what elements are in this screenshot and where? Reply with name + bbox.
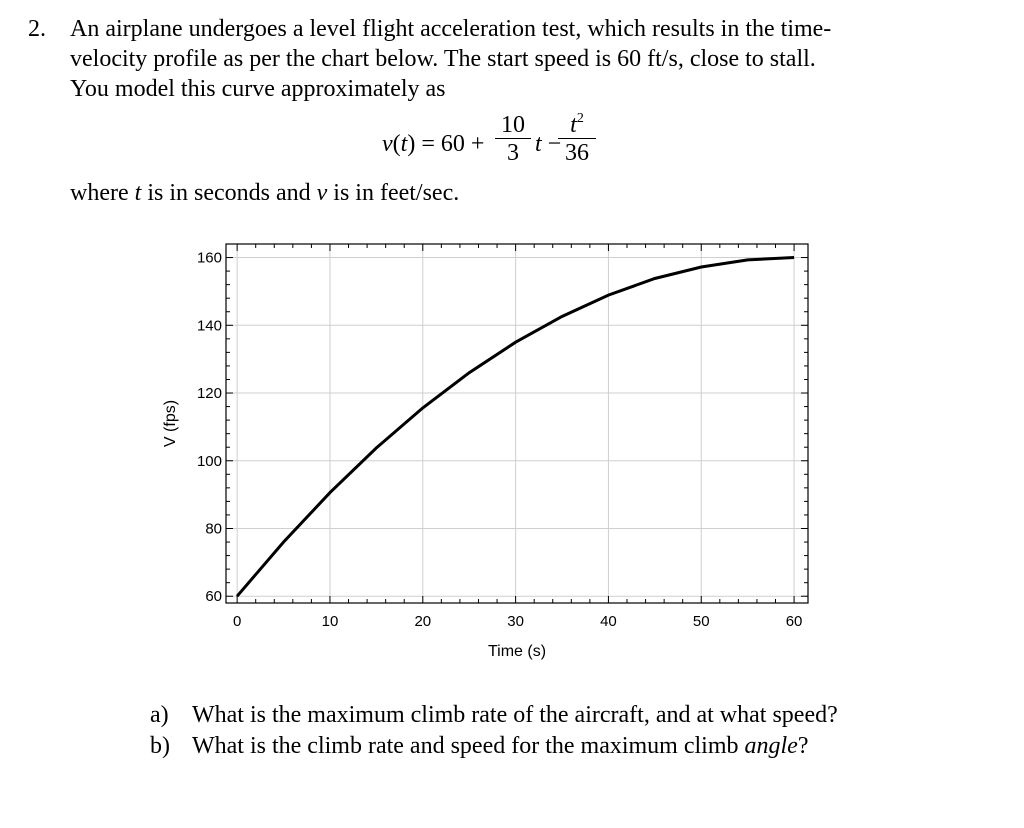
x-tick-label: 40 xyxy=(600,613,617,630)
question-a-label: a) xyxy=(150,702,169,728)
problem-number: 2. xyxy=(28,16,46,42)
x-tick-label: 60 xyxy=(786,613,803,630)
y-tick-label: 140 xyxy=(197,317,222,334)
y-tick-label: 80 xyxy=(205,520,222,537)
equation-middle-term: t − xyxy=(535,131,562,157)
question-b-emphasis: angle xyxy=(744,733,798,759)
x-axis-label: Time (s) xyxy=(488,643,546,660)
x-tick-label: 20 xyxy=(414,613,431,630)
velocity-curve xyxy=(235,256,795,598)
question-a-text: What is the maximum climb rate of the ai… xyxy=(192,702,838,728)
x-tick-label: 30 xyxy=(507,613,524,630)
chart-ticks xyxy=(226,244,808,603)
y-tick-label: 100 xyxy=(197,453,222,470)
variable-definition: where t is in seconds and v is in feet/s… xyxy=(70,180,460,206)
question-a: a) What is the maximum climb rate of the … xyxy=(150,700,838,730)
plot-frame xyxy=(225,243,809,604)
x-tick-label: 0 xyxy=(233,613,241,630)
equation-fraction-10-over-3: 10 3 xyxy=(494,112,532,167)
question-b-text: What is the climb rate and speed for the… xyxy=(192,733,745,759)
x-tick-label: 50 xyxy=(693,613,710,630)
problem-text-line-1: An airplane undergoes a level flight acc… xyxy=(70,16,832,42)
y-tick-label: 60 xyxy=(205,588,222,605)
y-axis-label: V (fps) xyxy=(162,400,179,447)
problem-text-line-2: velocity profile as per the chart below.… xyxy=(70,46,816,72)
y-tick-label: 120 xyxy=(197,385,222,402)
equation-lhs: v(t) = 60 + xyxy=(382,131,485,157)
question-b: b) What is the climb rate and speed for t… xyxy=(150,733,809,759)
chart-grid xyxy=(226,244,808,603)
question-b-label: b) xyxy=(150,733,170,759)
x-tick-label: 10 xyxy=(322,613,339,630)
problem-text-line-3: You model this curve approximately as xyxy=(70,76,446,102)
equation-fraction-t2-over-36: t2 36 xyxy=(557,112,597,167)
y-tick-label: 160 xyxy=(197,250,222,267)
chart-tick-labels: 0 10 20 30 40 50 60 60 80 100 120 140 160 xyxy=(197,250,802,630)
velocity-equation: v(t) = 60 + 10 3 t − t2 36 xyxy=(382,112,622,182)
